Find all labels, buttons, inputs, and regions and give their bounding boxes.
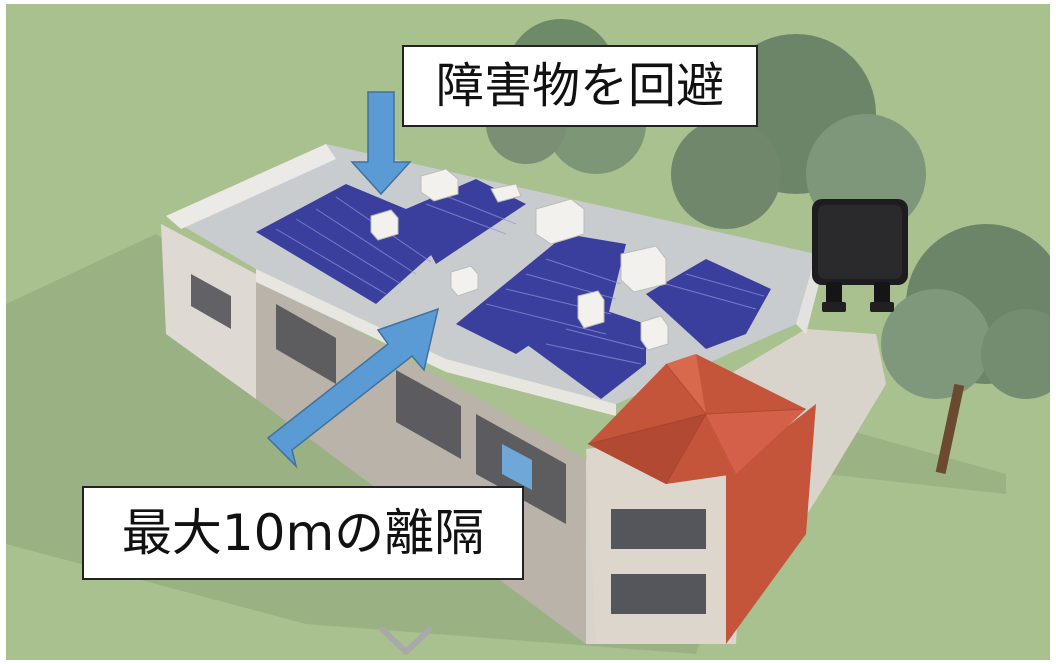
orange-side-wall [726, 404, 816, 644]
solar-array-5 [646, 259, 771, 349]
roof-parapet-front [256, 269, 616, 416]
ground-shadow-right [826, 424, 1006, 494]
right-wing-windows [611, 509, 706, 614]
chevron-down-icon[interactable] [375, 620, 437, 660]
callout-obstacle-avoidance: 障害物を回避 [402, 45, 758, 127]
junction-box-icon [812, 199, 908, 312]
roof-parapet [166, 144, 336, 229]
rooftop-units [370, 168, 669, 351]
sign-board [502, 444, 532, 490]
hip-roof [587, 354, 807, 485]
down-arrow-icon [350, 91, 412, 196]
diagonal-arrow-icon [266, 307, 440, 469]
solar-array-4 [526, 304, 646, 399]
callout-max-distance: 最大10mの離隔 [82, 486, 524, 580]
tree-right [881, 224, 1050, 474]
